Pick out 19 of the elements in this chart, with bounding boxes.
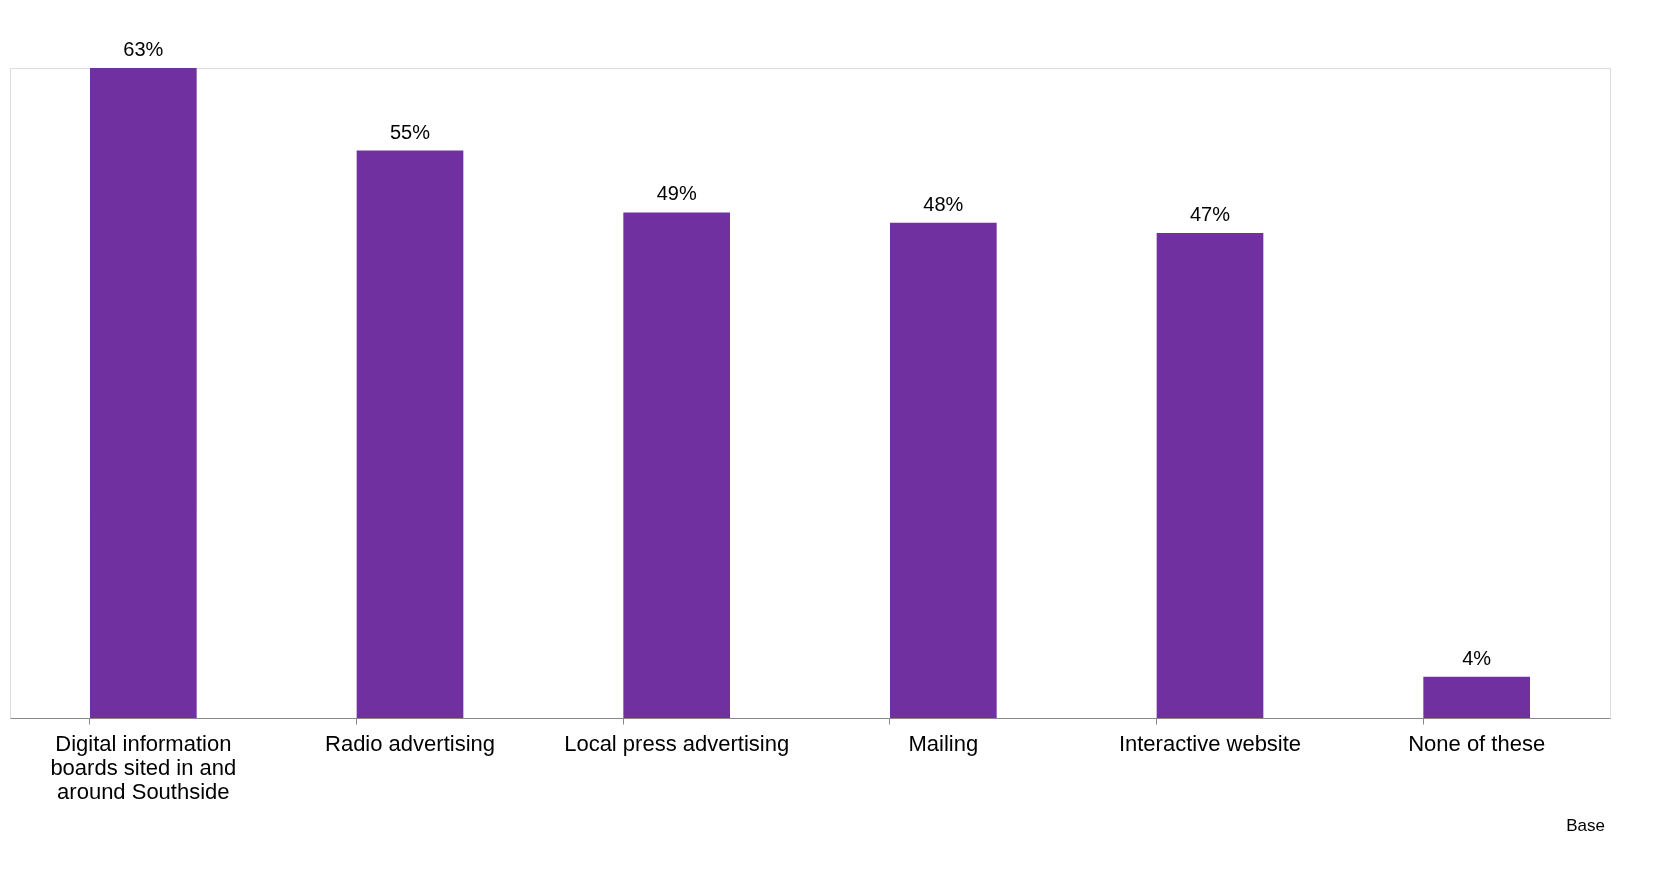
x-tick-label: Digital information boards sited in and around Southside bbox=[50, 731, 237, 804]
bar bbox=[890, 222, 997, 718]
text: Base bbox=[1566, 816, 1605, 835]
x-tick-label: Mailing bbox=[908, 731, 979, 756]
data-label: 63% bbox=[123, 38, 164, 60]
data-label: 55% bbox=[389, 120, 431, 143]
x-tick-label: Interactive website bbox=[1118, 731, 1302, 756]
x-tick-label: Local press advertising bbox=[564, 731, 790, 756]
data-label: 47% bbox=[1189, 203, 1231, 226]
bar bbox=[356, 150, 464, 718]
bar bbox=[1156, 233, 1264, 718]
bar bbox=[90, 68, 197, 718]
x-tick-label: Radio advertising bbox=[325, 731, 495, 756]
x-tick-label: None of these bbox=[1408, 731, 1546, 756]
data-label: 4% bbox=[1462, 646, 1492, 669]
data-label: 49% bbox=[656, 182, 697, 205]
bar bbox=[1423, 676, 1530, 718]
data-label: 48% bbox=[923, 192, 964, 215]
bar bbox=[623, 212, 730, 718]
